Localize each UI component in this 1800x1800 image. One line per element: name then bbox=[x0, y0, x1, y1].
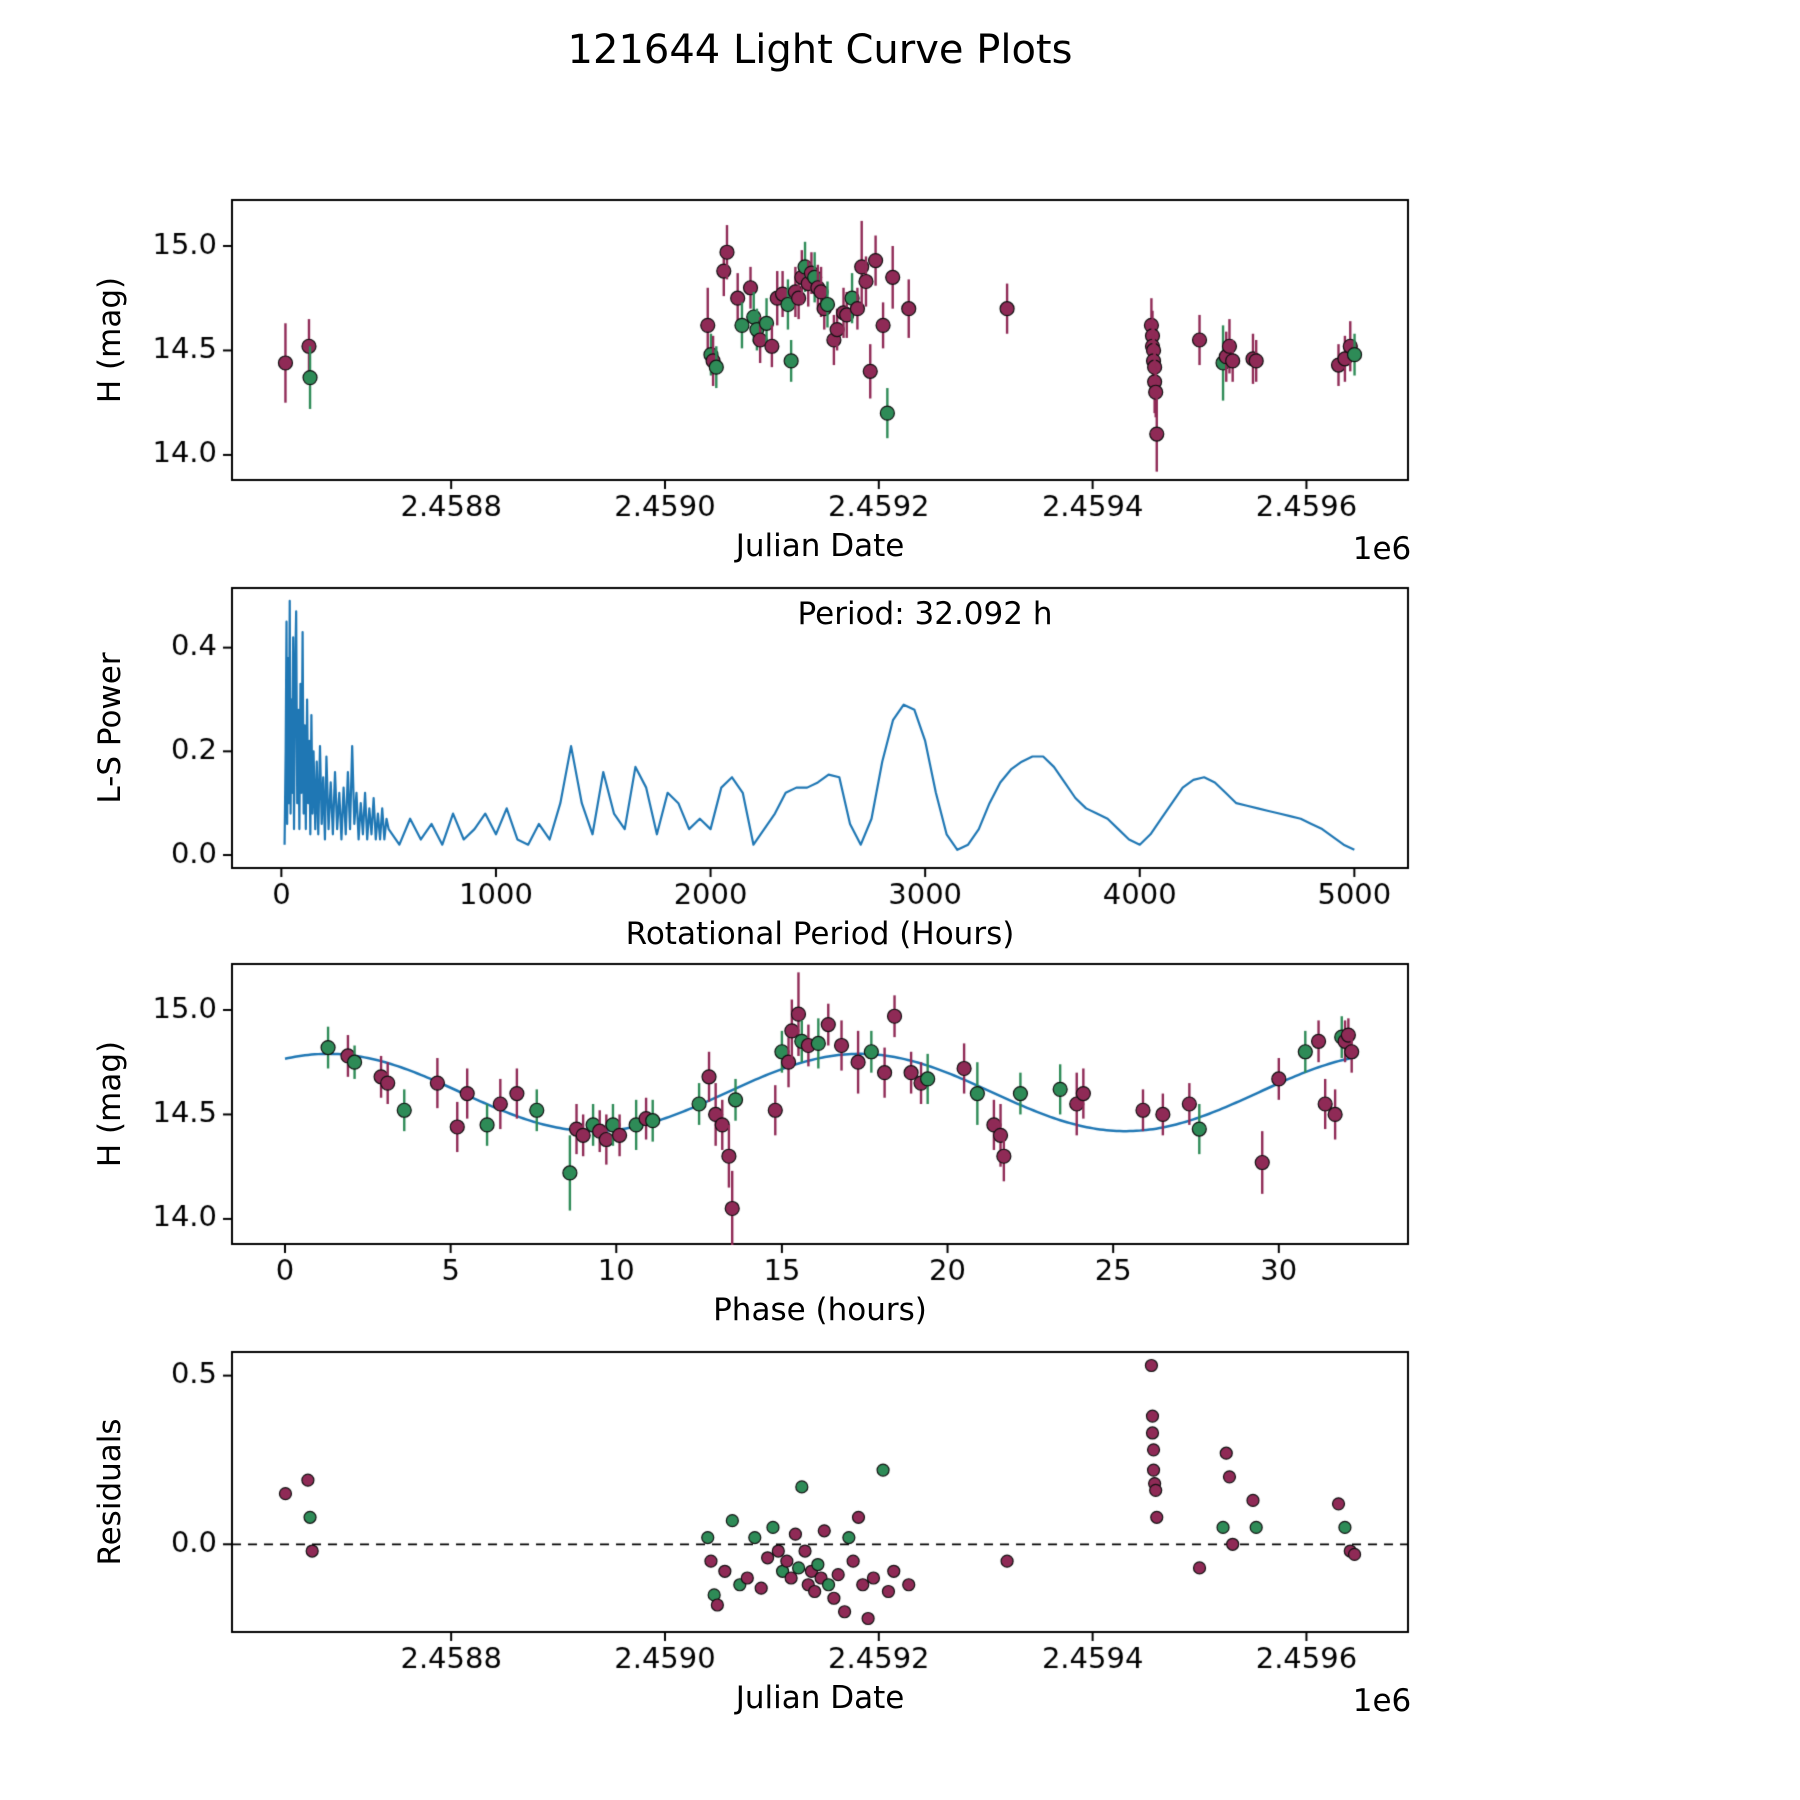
lightcurve-x-axis-label: Julian Date bbox=[735, 528, 905, 564]
periodogram-x-axis-label: Rotational Period (Hours) bbox=[625, 916, 1015, 952]
residuals-axis-offset: 1e6 bbox=[1352, 1683, 1412, 1719]
phase-y-axis-label: H (mag) bbox=[92, 1040, 128, 1168]
period-annotation: Period: 32.092 h bbox=[797, 596, 1053, 632]
lightcurve-y-axis-label: H (mag) bbox=[92, 276, 128, 404]
phase-x-axis-label: Phase (hours) bbox=[713, 1292, 927, 1328]
residuals-x-axis-label: Julian Date bbox=[735, 1680, 905, 1716]
periodogram-y-axis-label: L-S Power bbox=[92, 652, 128, 804]
lightcurve-axis-offset: 1e6 bbox=[1352, 531, 1412, 567]
residuals-y-axis-label: Residuals bbox=[92, 1418, 128, 1566]
page-title: 121644 Light Curve Plots bbox=[567, 27, 1073, 73]
